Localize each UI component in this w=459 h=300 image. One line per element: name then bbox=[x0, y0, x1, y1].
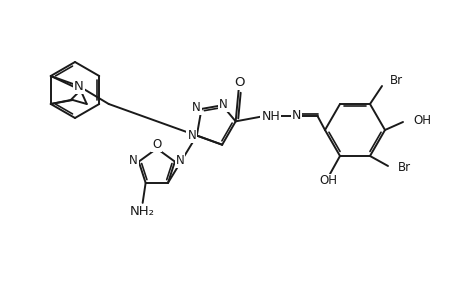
Text: N: N bbox=[218, 98, 227, 111]
Text: O: O bbox=[234, 76, 244, 89]
Text: N: N bbox=[175, 154, 184, 167]
Text: Br: Br bbox=[389, 74, 402, 86]
Text: N: N bbox=[291, 109, 301, 122]
Text: NH₂: NH₂ bbox=[130, 206, 155, 218]
Text: OH: OH bbox=[412, 113, 430, 127]
Text: N: N bbox=[74, 80, 84, 92]
Text: N: N bbox=[129, 154, 138, 167]
Text: OH: OH bbox=[318, 175, 336, 188]
Text: N: N bbox=[187, 129, 196, 142]
Text: Br: Br bbox=[397, 161, 410, 175]
Text: N: N bbox=[192, 101, 201, 114]
Text: O: O bbox=[152, 138, 161, 151]
Text: NH: NH bbox=[261, 110, 280, 123]
